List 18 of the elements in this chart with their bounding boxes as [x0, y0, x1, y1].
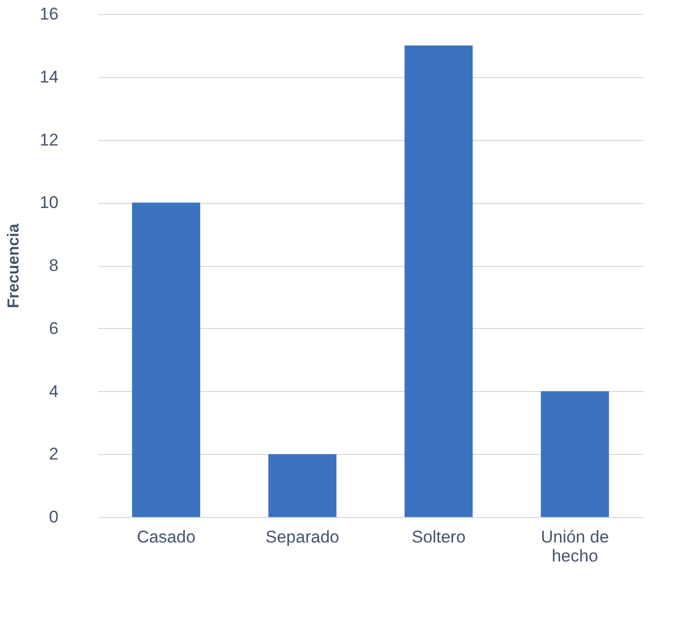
x-tick-label: Soltero [412, 528, 466, 546]
y-tick-label: 0 [49, 508, 58, 526]
bar [540, 391, 609, 517]
y-tick-label: 8 [49, 256, 58, 275]
y-tick-label: 6 [49, 318, 58, 338]
y-tick-label: 12 [40, 130, 58, 150]
bar [268, 454, 336, 517]
y-tick-label: 4 [49, 382, 58, 401]
bar [404, 45, 473, 517]
y-tick-label: 16 [40, 4, 58, 24]
x-tick-label: Separado [266, 528, 340, 546]
y-axis-title: Frecuencia [6, 224, 23, 308]
bar [132, 202, 200, 517]
y-tick-label: 2 [49, 444, 58, 464]
x-tick-label: Unión de hecho [540, 528, 609, 566]
y-tick-label: 10 [40, 193, 58, 212]
x-tick-label: Casado [136, 528, 196, 546]
y-tick-label: 14 [40, 67, 58, 86]
